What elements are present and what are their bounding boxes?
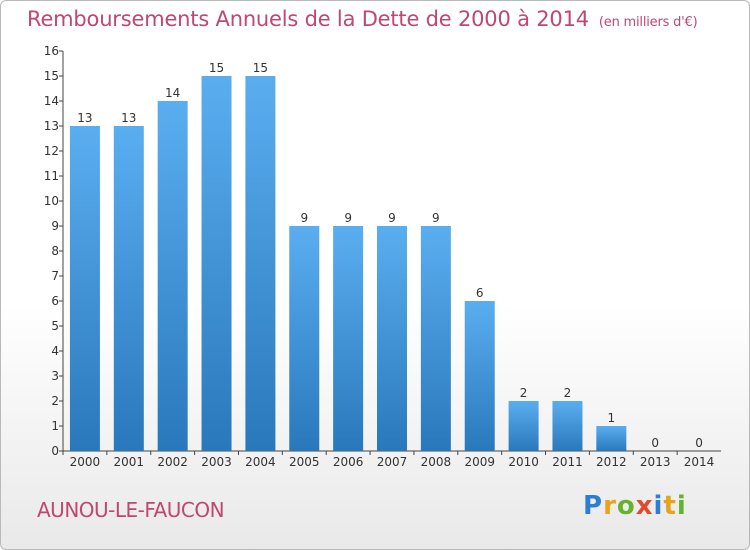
y-tick-label: 5 (51, 319, 59, 333)
bar (377, 226, 407, 451)
chart-title-text: Remboursements Annuels de la Dette de 20… (27, 7, 589, 31)
bar-value-label: 1 (608, 411, 616, 425)
x-tick-label: 2011 (552, 455, 583, 469)
y-tick-label: 9 (51, 219, 59, 233)
value-labels: 13 13 14 15 15 9 9 9 9 6 2 2 1 0 0 (77, 61, 703, 450)
chart-title: Remboursements Annuels de la Dette de 20… (27, 7, 698, 31)
bar-value-label: 13 (77, 111, 92, 125)
x-tick-label: 2009 (464, 455, 495, 469)
y-tick-label: 3 (51, 369, 59, 383)
y-tick-label: 8 (51, 244, 59, 258)
x-tick-label: 2008 (421, 455, 452, 469)
y-tick-label: 16 (44, 44, 59, 58)
bar-value-label: 14 (165, 86, 180, 100)
x-tick-label: 2006 (333, 455, 364, 469)
y-tick-label: 15 (44, 69, 59, 83)
x-tick-label: 2010 (508, 455, 539, 469)
bar (289, 226, 320, 451)
y-tick-label: 7 (51, 269, 59, 283)
bar-value-label: 9 (344, 211, 352, 225)
y-tick-label: 6 (51, 294, 59, 308)
y-tick-label: 10 (44, 194, 59, 208)
y-tick-label: 12 (44, 144, 59, 158)
bar (420, 226, 451, 451)
bar (333, 226, 364, 451)
x-tick-label: 2004 (245, 455, 276, 469)
chart-unit: (en milliers d'€) (598, 15, 698, 30)
y-tick-label: 2 (51, 394, 59, 408)
x-tick-label: 2014 (684, 455, 715, 469)
bar (201, 76, 232, 451)
bar-value-label: 0 (695, 436, 703, 450)
bar (464, 301, 495, 451)
bar-value-label: 0 (651, 436, 659, 450)
x-tick-label: 2007 (377, 455, 408, 469)
bar-value-label: 9 (432, 211, 440, 225)
bar (552, 401, 583, 451)
bars (69, 76, 627, 451)
bar-value-label: 15 (253, 61, 268, 75)
bar-value-label: 15 (209, 61, 224, 75)
logo-letter: i (676, 491, 687, 521)
bar-value-label: 13 (121, 111, 136, 125)
y-tick-label: 14 (44, 94, 59, 108)
bar-value-label: 2 (520, 386, 528, 400)
x-tick-label: 2001 (114, 455, 145, 469)
y-tick-label: 11 (44, 169, 59, 183)
x-tick-label: 2000 (70, 455, 101, 469)
bar-value-label: 9 (300, 211, 308, 225)
bar (596, 426, 627, 451)
logo-letter: i (653, 491, 664, 521)
x-tick-label: 2005 (289, 455, 320, 469)
logo-letter: P (583, 491, 604, 521)
y-tick-label: 0 (51, 444, 59, 458)
logo-letter: t (663, 491, 677, 521)
logo-letter: x (635, 491, 654, 521)
logo-letter: o (616, 491, 636, 521)
commune-name: AUNOU-LE-FAUCON (37, 498, 225, 522)
bar-value-label: 2 (564, 386, 572, 400)
bar (113, 126, 144, 451)
logo-letter: r (603, 491, 617, 521)
bar (245, 76, 276, 451)
x-tick-label: 2002 (157, 455, 188, 469)
x-tick-label: 2012 (596, 455, 627, 469)
bar (508, 401, 539, 451)
bar (157, 101, 188, 451)
proxiti-logo: Proxiti (583, 491, 687, 521)
y-tick-label: 4 (51, 344, 59, 358)
x-tick-label: 2003 (201, 455, 232, 469)
bar-value-label: 9 (388, 211, 396, 225)
bar (69, 126, 100, 451)
y-tick-label: 1 (51, 419, 59, 433)
bar-value-label: 6 (476, 286, 484, 300)
x-tick-label: 2013 (640, 455, 671, 469)
y-tick-label: 13 (44, 119, 59, 133)
